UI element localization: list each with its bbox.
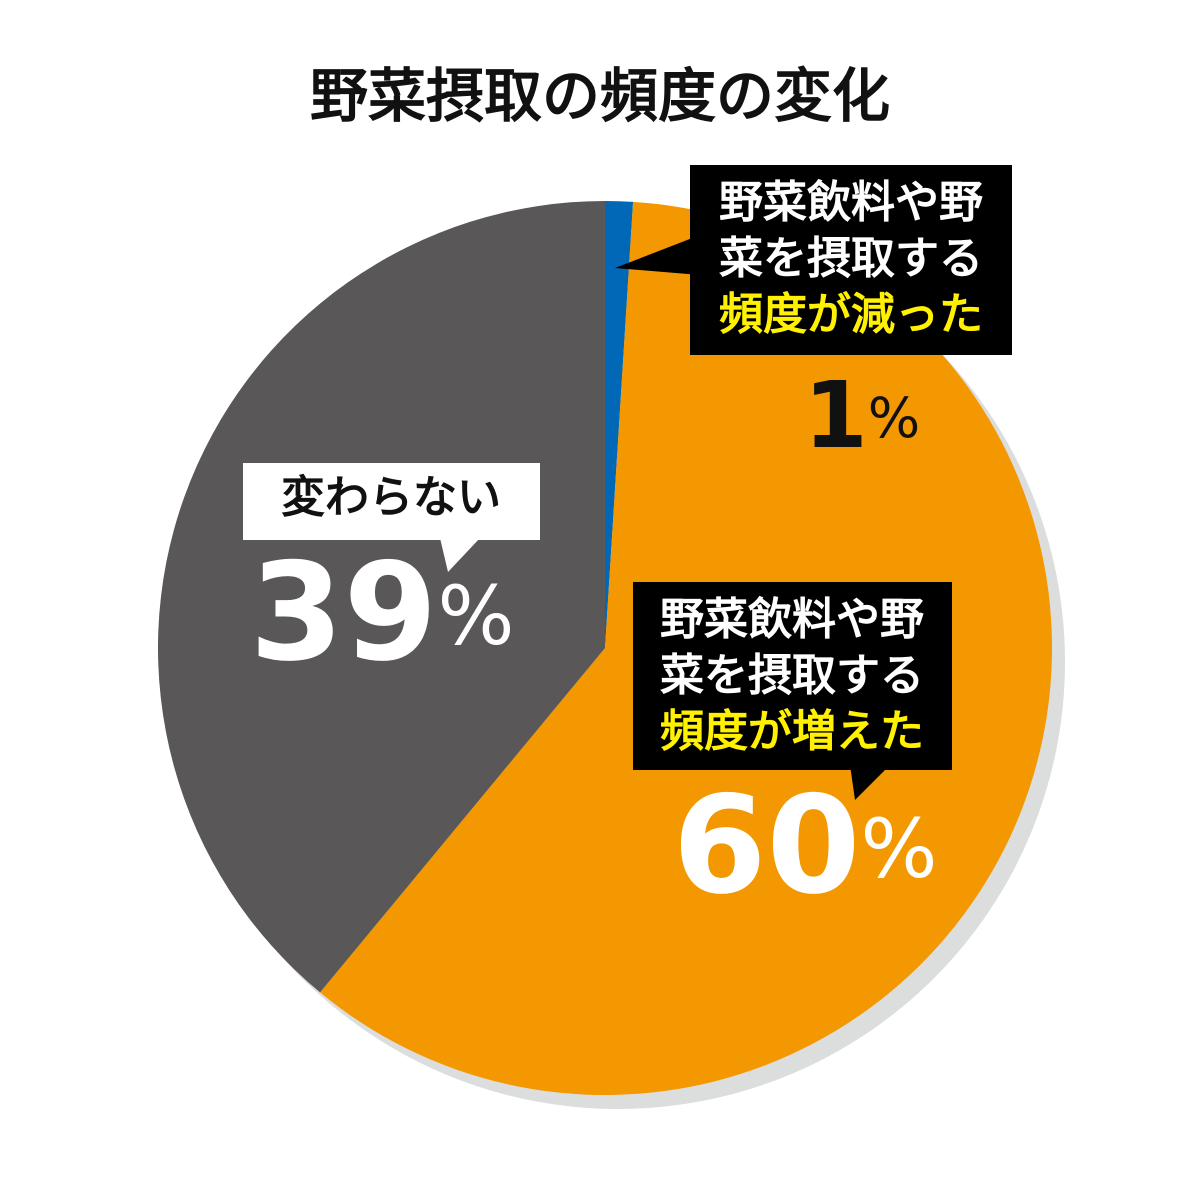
label-pointer <box>615 235 700 275</box>
value-label: 60% <box>673 767 938 924</box>
value-label: 1% <box>804 362 920 469</box>
category-label: 野菜飲料や野菜を摂取する頻度が減った <box>719 177 983 340</box>
label-pointer <box>850 765 890 800</box>
value-label: 39% <box>250 534 515 691</box>
category-label: 野菜飲料や野菜を摂取する頻度が増えた <box>660 594 924 757</box>
label-pointer <box>440 538 480 572</box>
pie-slice <box>158 200 605 993</box>
label-box <box>243 463 540 540</box>
chart-title: 野菜摂取の頻度の変化 <box>310 62 890 130</box>
pie-slice <box>605 201 634 648</box>
label-box <box>690 165 1012 355</box>
label-box <box>633 582 952 770</box>
category-label: 変わらない <box>281 472 501 523</box>
